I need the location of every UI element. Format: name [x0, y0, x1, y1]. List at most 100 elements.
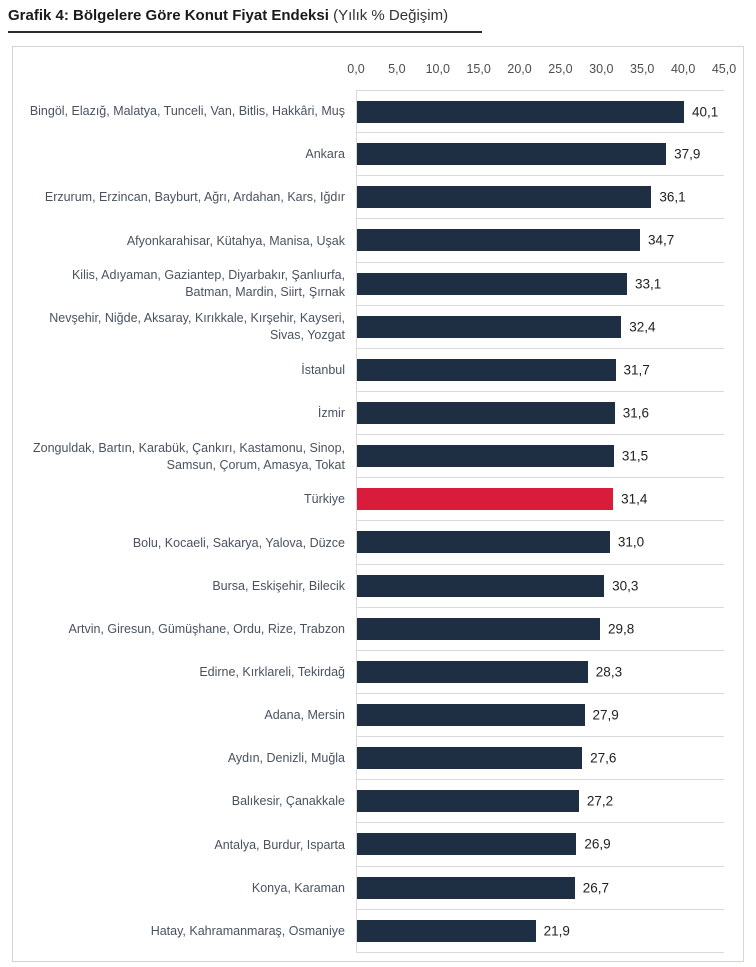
x-axis-tick-label: 20,0 — [507, 62, 532, 76]
bar-row: Antalya, Burdur, Isparta 26,9 — [13, 823, 743, 867]
category-label: Bolu, Kocaeli, Sakarya, Yalova, Düzce — [132, 535, 345, 550]
category-label: Balıkesir, Çanakkale — [231, 794, 345, 809]
chart-frame: 0,0 5,0 10,0 15,0 20,0 25,0 30,0 35,0 40,0 45,0 B… — [12, 46, 744, 962]
x-axis-tick-label: 30,0 — [589, 62, 614, 76]
plot-cell: 31,5 — [356, 435, 724, 479]
value-label: 34,7 — [647, 232, 675, 248]
value-label: 32,4 — [629, 319, 656, 335]
bar — [357, 876, 575, 899]
bar-row: Adana, Mersin 27,9 — [13, 693, 743, 738]
category-label: Erzurum, Erzincan, Bayburt, Ağrı, Ardaha… — [44, 190, 345, 205]
value-label: 31,7 — [623, 362, 650, 378]
value-label: 28,3 — [595, 664, 623, 680]
value-label: 21,9 — [543, 923, 570, 939]
bar-row: Kilis, Adıyaman, Gaziantep, Diyarbakır, … — [13, 262, 743, 306]
plot-cell: 27,6 — [356, 737, 724, 781]
bar — [357, 704, 585, 727]
plot-cell: 26,7 — [356, 866, 724, 910]
category-label: Hatay, Kahramanmaraş, Osmaniye — [150, 923, 345, 938]
category-label: Bursa, Eskişehir, Bilecik — [212, 578, 345, 593]
value-label: 31,6 — [622, 405, 649, 421]
category-label: Konya, Karaman — [251, 880, 345, 895]
category-label: Antalya, Burdur, Isparta — [214, 837, 345, 852]
bar — [357, 186, 652, 209]
plot-cell: 21,9 — [356, 909, 724, 953]
bar — [357, 358, 616, 381]
x-axis-tick-label: 10,0 — [425, 62, 450, 76]
bar — [357, 315, 622, 338]
highlight-bar — [357, 488, 614, 511]
bar-row: İzmir 31,6 — [13, 391, 743, 436]
category-label: Zonguldak, Bartın, Karabük, Çankırı, Kas… — [33, 440, 345, 472]
bar-row: Bursa, Eskişehir, Bilecik 30,3 — [13, 564, 743, 608]
bar — [357, 402, 615, 425]
bar-row: Hatay, Kahramanmaraş, Osmaniye 21,9 — [13, 909, 743, 953]
bar-row: Afyonkarahisar, Kütahya, Manisa, Uşak 34… — [13, 219, 743, 263]
value-label: 30,3 — [612, 578, 639, 594]
bar — [357, 229, 640, 252]
bar — [357, 833, 577, 856]
value-label: 31,0 — [617, 534, 645, 550]
plot-cell: 33,1 — [356, 262, 724, 306]
x-axis-tick-label: 35,0 — [630, 62, 655, 76]
plot-cell: 28,3 — [356, 650, 724, 694]
category-label: Adana, Mersin — [264, 708, 345, 723]
bar — [357, 531, 610, 554]
plot-cell: 36,1 — [356, 176, 724, 220]
chart-title: Grafik 4: Bölgelere Göre Konut Fiyat End… — [8, 7, 483, 33]
chart-title-main: Grafik 4: Bölgelere Göre Konut Fiyat End… — [8, 7, 329, 24]
value-label: 31,5 — [621, 448, 649, 464]
bar-row: Türkiye 31,4 — [13, 478, 743, 522]
bar — [357, 617, 601, 640]
bar-row: Konya, Karaman 26,7 — [13, 866, 743, 910]
category-label: Bingöl, Elazığ, Malatya, Tunceli, Van, B… — [29, 104, 345, 119]
value-label: 26,7 — [582, 880, 610, 896]
bar-row: Bingöl, Elazığ, Malatya, Tunceli, Van, B… — [13, 90, 743, 134]
category-label: İzmir — [317, 406, 345, 421]
plot-cell: 37,9 — [356, 133, 724, 177]
bar — [357, 919, 536, 942]
value-label: 33,1 — [634, 276, 662, 292]
bar-row: Artvin, Giresun, Gümüşhane, Ordu, Rize, … — [13, 607, 743, 651]
plot-cell: 29,8 — [356, 607, 724, 651]
value-label: 27,2 — [586, 793, 614, 809]
plot-cell: 40,1 — [356, 90, 724, 134]
plot-cell: 31,7 — [356, 348, 724, 392]
plot-cell: 31,6 — [356, 391, 724, 436]
value-label: 31,4 — [621, 491, 648, 507]
bar — [357, 445, 614, 468]
bar — [357, 143, 667, 166]
bar-row: Erzurum, Erzincan, Bayburt, Ağrı, Ardaha… — [13, 176, 743, 220]
bar — [357, 100, 685, 123]
bar-row: Edirne, Kırklareli, Tekirdağ 28,3 — [13, 650, 743, 694]
category-label: İstanbul — [301, 362, 345, 377]
bar — [357, 272, 627, 295]
plot-cell: 27,9 — [356, 693, 724, 738]
x-axis-tick-label: 5,0 — [388, 62, 406, 76]
value-label: 27,6 — [590, 750, 617, 766]
x-axis-tick-label: 15,0 — [466, 62, 491, 76]
plot-cell: 30,3 — [356, 564, 724, 608]
plot-cell: 31,4 — [356, 478, 724, 522]
category-label: Artvin, Giresun, Gümüşhane, Ordu, Rize, … — [68, 621, 345, 636]
category-label: Afyonkarahisar, Kütahya, Manisa, Uşak — [126, 233, 345, 248]
value-label: 29,8 — [608, 621, 635, 637]
bar-row: Ankara 37,9 — [13, 133, 743, 177]
value-label: 40,1 — [692, 104, 719, 120]
category-label: Türkiye — [304, 492, 345, 507]
category-label: Edirne, Kırklareli, Tekirdağ — [199, 664, 345, 679]
bar — [357, 574, 605, 597]
bar-row: Zonguldak, Bartın, Karabük, Çankırı, Kas… — [13, 435, 743, 479]
bar-row: Aydın, Denizli, Muğla 27,6 — [13, 737, 743, 781]
chart-header: Grafik 4: Bölgelere Göre Konut Fiyat End… — [0, 0, 756, 33]
bar-row: Balıkesir, Çanakkale 27,2 — [13, 780, 743, 824]
value-label: 36,1 — [659, 189, 686, 205]
bar — [357, 790, 579, 813]
bar-row: Nevşehir, Niğde, Aksaray, Kırıkkale, Kır… — [13, 305, 743, 349]
plot-cell: 31,0 — [356, 521, 724, 565]
plot-cell: 32,4 — [356, 305, 724, 349]
x-axis-tick-label: 25,0 — [548, 62, 573, 76]
x-axis-tick-label: 0,0 — [347, 62, 365, 76]
value-label: 37,9 — [674, 146, 701, 162]
